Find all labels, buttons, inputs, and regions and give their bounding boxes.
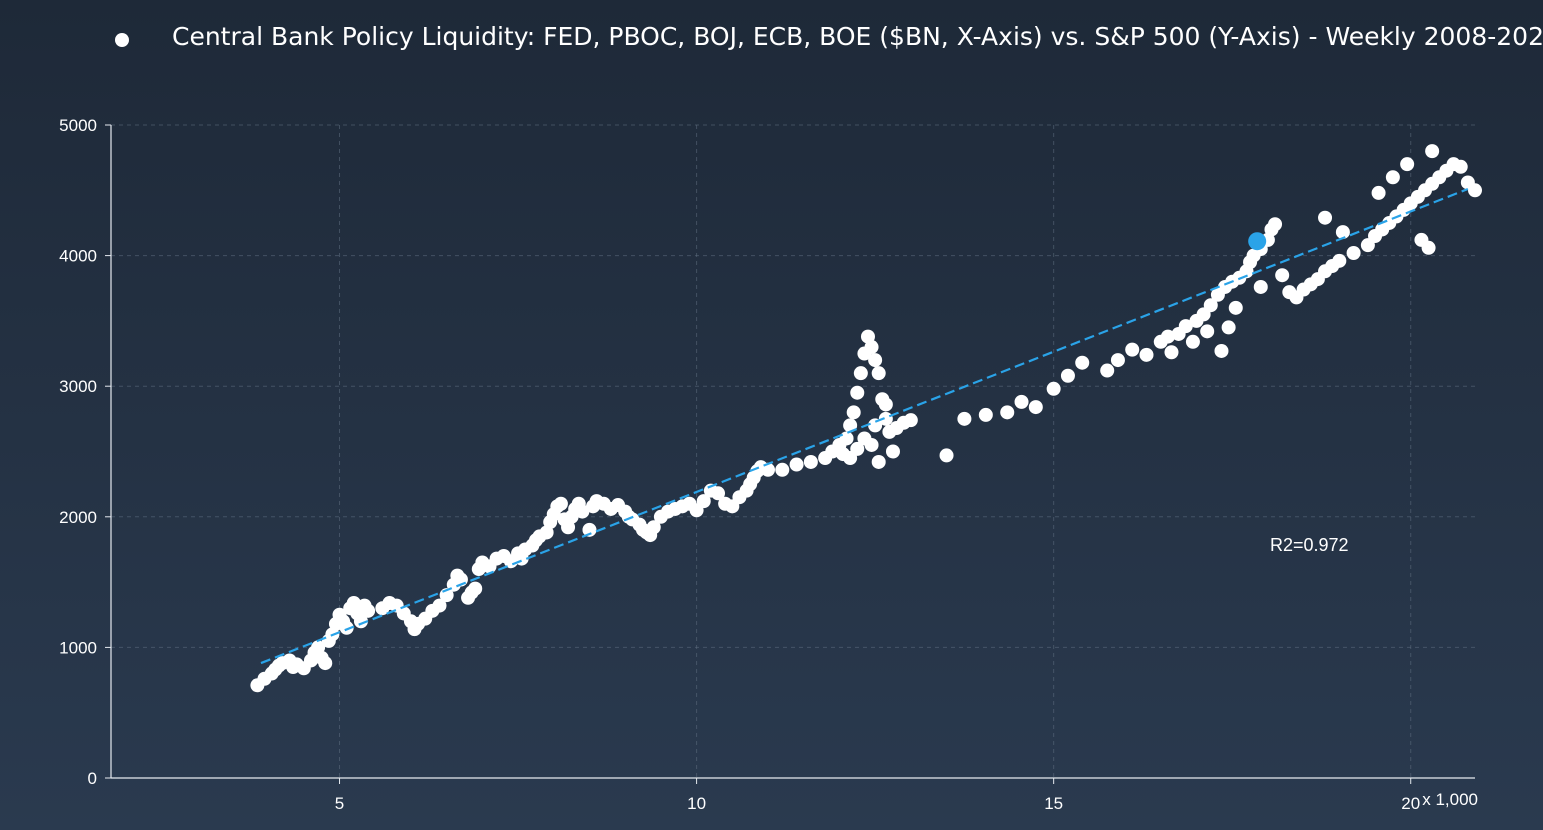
y-tick-label: 0 <box>88 769 97 788</box>
data-point <box>871 454 886 469</box>
data-point <box>903 413 918 428</box>
trend-line <box>260 187 1469 665</box>
data-point <box>468 581 483 596</box>
data-point <box>361 603 376 618</box>
data-point <box>1139 347 1154 362</box>
data-point <box>1253 279 1268 294</box>
data-point <box>864 340 879 355</box>
data-point <box>843 418 858 433</box>
data-point <box>868 418 883 433</box>
data-point <box>1185 334 1200 349</box>
data-point <box>432 598 447 613</box>
data-point <box>1346 245 1361 260</box>
data-point <box>1203 298 1218 313</box>
data-point <box>1164 345 1179 360</box>
data-point <box>853 366 868 381</box>
data-point <box>1332 253 1347 268</box>
data-point <box>1371 185 1386 200</box>
data-point <box>1385 170 1400 185</box>
data-point <box>846 405 861 420</box>
data-point <box>1046 381 1061 396</box>
legend-marker <box>115 33 129 47</box>
r-squared-annotation: R2=0.972 <box>1270 535 1349 555</box>
data-point <box>850 441 865 456</box>
data-point <box>978 407 993 422</box>
data-point <box>939 448 954 463</box>
data-point <box>1214 343 1229 358</box>
data-point <box>1275 268 1290 283</box>
data-point <box>839 431 854 446</box>
y-tick-label: 2000 <box>59 508 97 527</box>
data-point <box>1453 159 1468 174</box>
data-point <box>1318 210 1333 225</box>
data-point <box>1335 225 1350 240</box>
data-point <box>318 656 333 671</box>
data-point <box>1125 342 1140 357</box>
x-tick-label: 5 <box>335 794 344 813</box>
data-point <box>803 454 818 469</box>
data-point <box>1014 394 1029 409</box>
data-point <box>775 462 790 477</box>
data-point <box>353 614 368 629</box>
data-point <box>1178 319 1193 334</box>
data-point <box>957 411 972 426</box>
x-tick-label: 10 <box>687 794 706 813</box>
axes <box>110 125 1475 779</box>
data-point <box>582 522 597 537</box>
data-point <box>1400 157 1415 172</box>
data-point <box>696 494 711 509</box>
gridlines <box>111 124 1475 778</box>
data-point <box>1421 240 1436 255</box>
data-point <box>1110 353 1125 368</box>
data-point <box>1000 405 1015 420</box>
data-point <box>1468 183 1482 198</box>
data-point <box>850 385 865 400</box>
data-point <box>1160 329 1175 344</box>
data-point <box>339 620 354 635</box>
data-point <box>575 504 590 519</box>
data-point <box>1425 144 1440 159</box>
data-points <box>250 144 1482 693</box>
highlight-point <box>1248 232 1267 251</box>
data-point <box>789 457 804 472</box>
y-tick-label: 3000 <box>59 377 97 396</box>
data-point <box>868 353 883 368</box>
x-axis-unit-label: x 1,000 <box>1422 790 1478 809</box>
data-point <box>1221 320 1236 335</box>
data-point <box>1075 355 1090 370</box>
y-tick-label: 1000 <box>59 638 97 657</box>
data-point <box>711 486 726 501</box>
data-point <box>864 437 879 452</box>
data-point <box>878 397 893 412</box>
tick-labels: 0 1000 2000 3000 4000 5000 5 10 15 20 <box>59 116 1420 813</box>
data-point <box>1100 363 1115 378</box>
chart-title: Central Bank Policy Liquidity: FED, PBOC… <box>172 22 1543 51</box>
data-point <box>885 444 900 459</box>
data-point <box>871 366 886 381</box>
data-point <box>553 496 568 511</box>
y-tick-label: 5000 <box>59 116 97 135</box>
y-tick-label: 4000 <box>59 247 97 266</box>
data-point <box>646 520 661 535</box>
data-point <box>1060 368 1075 383</box>
x-tick-label: 20 <box>1401 794 1420 813</box>
x-tick-label: 15 <box>1044 794 1063 813</box>
data-point <box>1268 217 1283 232</box>
data-point <box>1200 324 1215 339</box>
data-point <box>1028 400 1043 415</box>
data-point <box>1228 300 1243 315</box>
